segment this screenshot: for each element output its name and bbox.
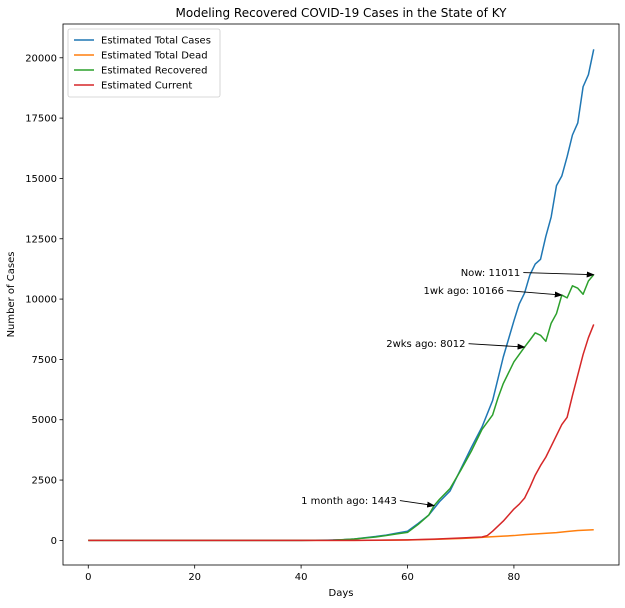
y-tick-label-7: 17500 <box>25 114 57 125</box>
annotation-text-0: Now: 11011 <box>461 268 521 279</box>
x-tick-label-1: 20 <box>188 572 201 583</box>
plot-frame <box>62 23 620 566</box>
y-tick-label-0: 0 <box>51 536 57 547</box>
legend-box <box>67 28 221 98</box>
y-tick-label-2: 5000 <box>32 415 57 426</box>
y-tick-label-3: 7500 <box>32 355 57 366</box>
series-line-3 <box>88 324 595 542</box>
x-tick-label-0: 0 <box>85 572 91 583</box>
annotation-text-1: 1wk ago: 10166 <box>423 286 503 297</box>
legend-label-1: Estimated Total Dead <box>101 51 208 62</box>
legend-label-3: Estimated Current <box>101 81 192 92</box>
annotation-text-3: 1 month ago: 1443 <box>301 496 397 507</box>
y-axis-label: Number of Cases <box>6 252 17 338</box>
y-tick-label-6: 15000 <box>25 174 57 185</box>
annotation-text-2: 2wks ago: 8012 <box>386 339 465 350</box>
x-tick-label-4: 80 <box>508 572 521 583</box>
annotation-arrow-0 <box>523 271 595 278</box>
y-tick-label-8: 20000 <box>25 53 57 64</box>
legend-label-0: Estimated Total Cases <box>101 36 211 47</box>
series-line-0 <box>88 49 595 542</box>
annotation-arrow-3 <box>399 500 436 508</box>
series-line-1 <box>88 529 594 542</box>
legend-label-2: Estimated Recovered <box>101 66 207 77</box>
x-tick-label-2: 40 <box>295 572 308 583</box>
annotation-arrow-2 <box>468 343 526 350</box>
y-tick-label-5: 12500 <box>25 234 57 245</box>
y-tick-label-4: 10000 <box>25 295 57 306</box>
x-axis-label: Days <box>329 588 354 599</box>
y-tick-label-1: 2500 <box>32 476 57 487</box>
annotation-arrow-1 <box>506 290 563 298</box>
chart-title: Modeling Recovered COVID-19 Cases in the… <box>176 6 508 20</box>
x-tick-label-3: 60 <box>401 572 414 583</box>
series-line-2 <box>88 274 595 542</box>
